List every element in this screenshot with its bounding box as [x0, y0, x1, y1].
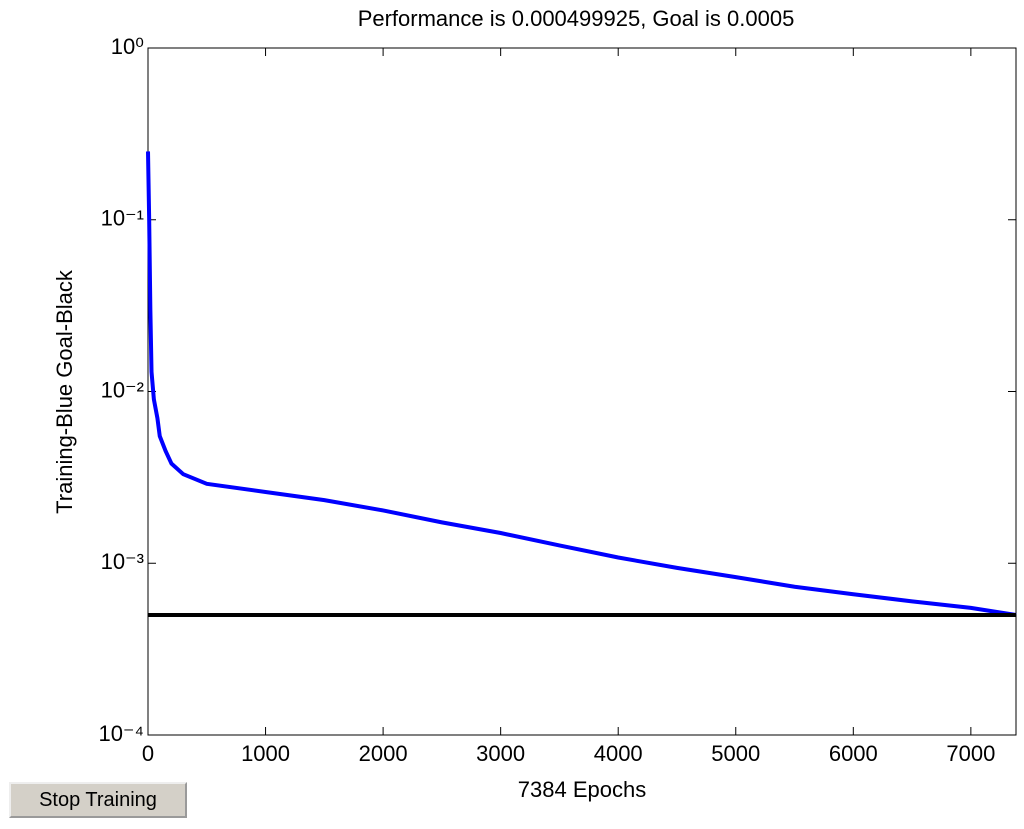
x-tick-label: 6000	[829, 741, 878, 766]
series-line	[146, 151, 1017, 617]
x-tick-label: 4000	[594, 741, 643, 766]
x-tick-label: 0	[142, 741, 154, 766]
stop-training-button[interactable]: Stop Training	[9, 782, 187, 818]
x-tick-label: 2000	[359, 741, 408, 766]
y-tick-label: 10⁻¹	[101, 206, 144, 231]
x-axis-label: 7384 Epochs	[518, 777, 646, 802]
x-tick-label: 3000	[476, 741, 525, 766]
chart-title: Performance is 0.000499925, Goal is 0.00…	[358, 6, 795, 31]
y-axis-label: Training-Blue Goal-Black	[52, 269, 77, 514]
y-tick-label: 10⁻²	[101, 377, 144, 402]
x-tick-label: 1000	[241, 741, 290, 766]
x-tick-label: 5000	[711, 741, 760, 766]
y-tick-label: 10⁻³	[101, 549, 144, 574]
x-tick-label: 7000	[946, 741, 995, 766]
y-tick-label: 10⁻⁴	[98, 721, 144, 746]
y-tick-label: 10⁰	[111, 34, 144, 59]
plot-frame	[147, 47, 1017, 736]
